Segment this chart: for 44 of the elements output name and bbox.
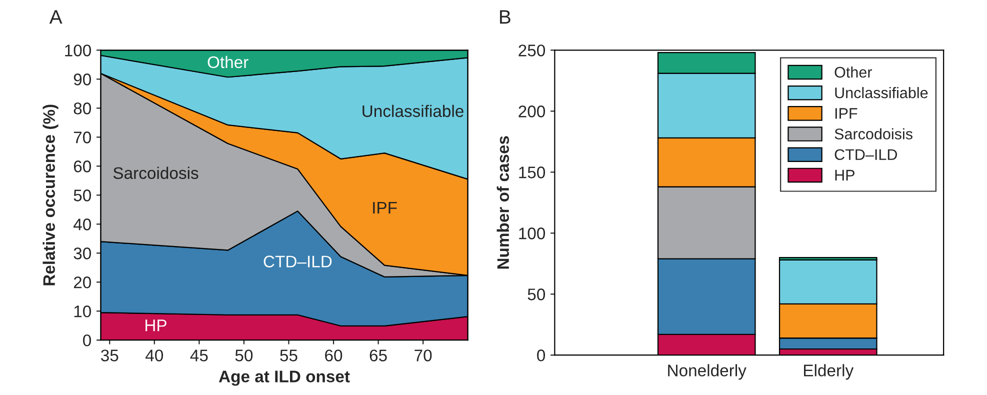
y-tick-label: 90 bbox=[74, 74, 91, 86]
x-tick-label: 60 bbox=[325, 350, 342, 362]
series-label: IPF bbox=[373, 202, 397, 214]
x-tick-label: 50 bbox=[235, 350, 253, 362]
y-tick-label: 100 bbox=[519, 228, 546, 240]
x-tick-label: 40 bbox=[146, 350, 164, 362]
y-tick-label: 60 bbox=[74, 160, 91, 172]
x-tick-label: 55 bbox=[280, 350, 298, 362]
legend-label: Sarcodoisis bbox=[834, 128, 912, 140]
series-label: HP bbox=[146, 320, 166, 332]
x-tick-label: 35 bbox=[100, 350, 118, 362]
y-axis-title: Number of cases bbox=[496, 136, 510, 269]
x-tick-label: Nonelderly bbox=[668, 364, 746, 380]
y-tick-label: 250 bbox=[518, 44, 546, 56]
x-tick-label: 65 bbox=[370, 350, 387, 362]
legend-label: CTD–ILD bbox=[834, 149, 897, 160]
x-tick-label: 70 bbox=[414, 350, 432, 362]
text: B bbox=[500, 10, 510, 24]
y-tick-label: 30 bbox=[74, 248, 91, 260]
series-label: Sarcoidosis bbox=[113, 166, 198, 179]
x-tick-label: 45 bbox=[190, 350, 208, 362]
legend-label: IPF bbox=[835, 108, 858, 119]
y-tick-label: 50 bbox=[528, 288, 546, 300]
x-tick-label: Elderly bbox=[804, 364, 854, 380]
y-tick-label: 50 bbox=[74, 190, 91, 202]
legend-label: Unclassifiable bbox=[835, 87, 928, 98]
y-tick-label: 40 bbox=[73, 218, 91, 230]
series-label: Unclassifiable bbox=[362, 104, 464, 118]
x-axis-title: Age at ILD onset bbox=[218, 370, 350, 386]
y-axis-title: Relative occurence (%) bbox=[42, 104, 58, 286]
y-tick-label: 70 bbox=[74, 132, 91, 144]
y-tick-label: 0 bbox=[83, 334, 91, 346]
y-tick-label: 200 bbox=[518, 106, 546, 118]
y-tick-label: 80 bbox=[74, 102, 91, 114]
y-tick-label: 150 bbox=[519, 166, 546, 178]
series-label: Other bbox=[208, 56, 248, 68]
series-label: CTD–ILD bbox=[264, 256, 332, 268]
y-tick-label: 0 bbox=[537, 350, 546, 362]
legend-label: HP bbox=[835, 170, 854, 180]
text: A bbox=[49, 10, 62, 24]
legend-label: Other bbox=[834, 66, 872, 78]
y-tick-label: 20 bbox=[74, 276, 91, 288]
y-tick-label: 100 bbox=[65, 44, 91, 56]
y-tick-label: 10 bbox=[74, 306, 91, 318]
